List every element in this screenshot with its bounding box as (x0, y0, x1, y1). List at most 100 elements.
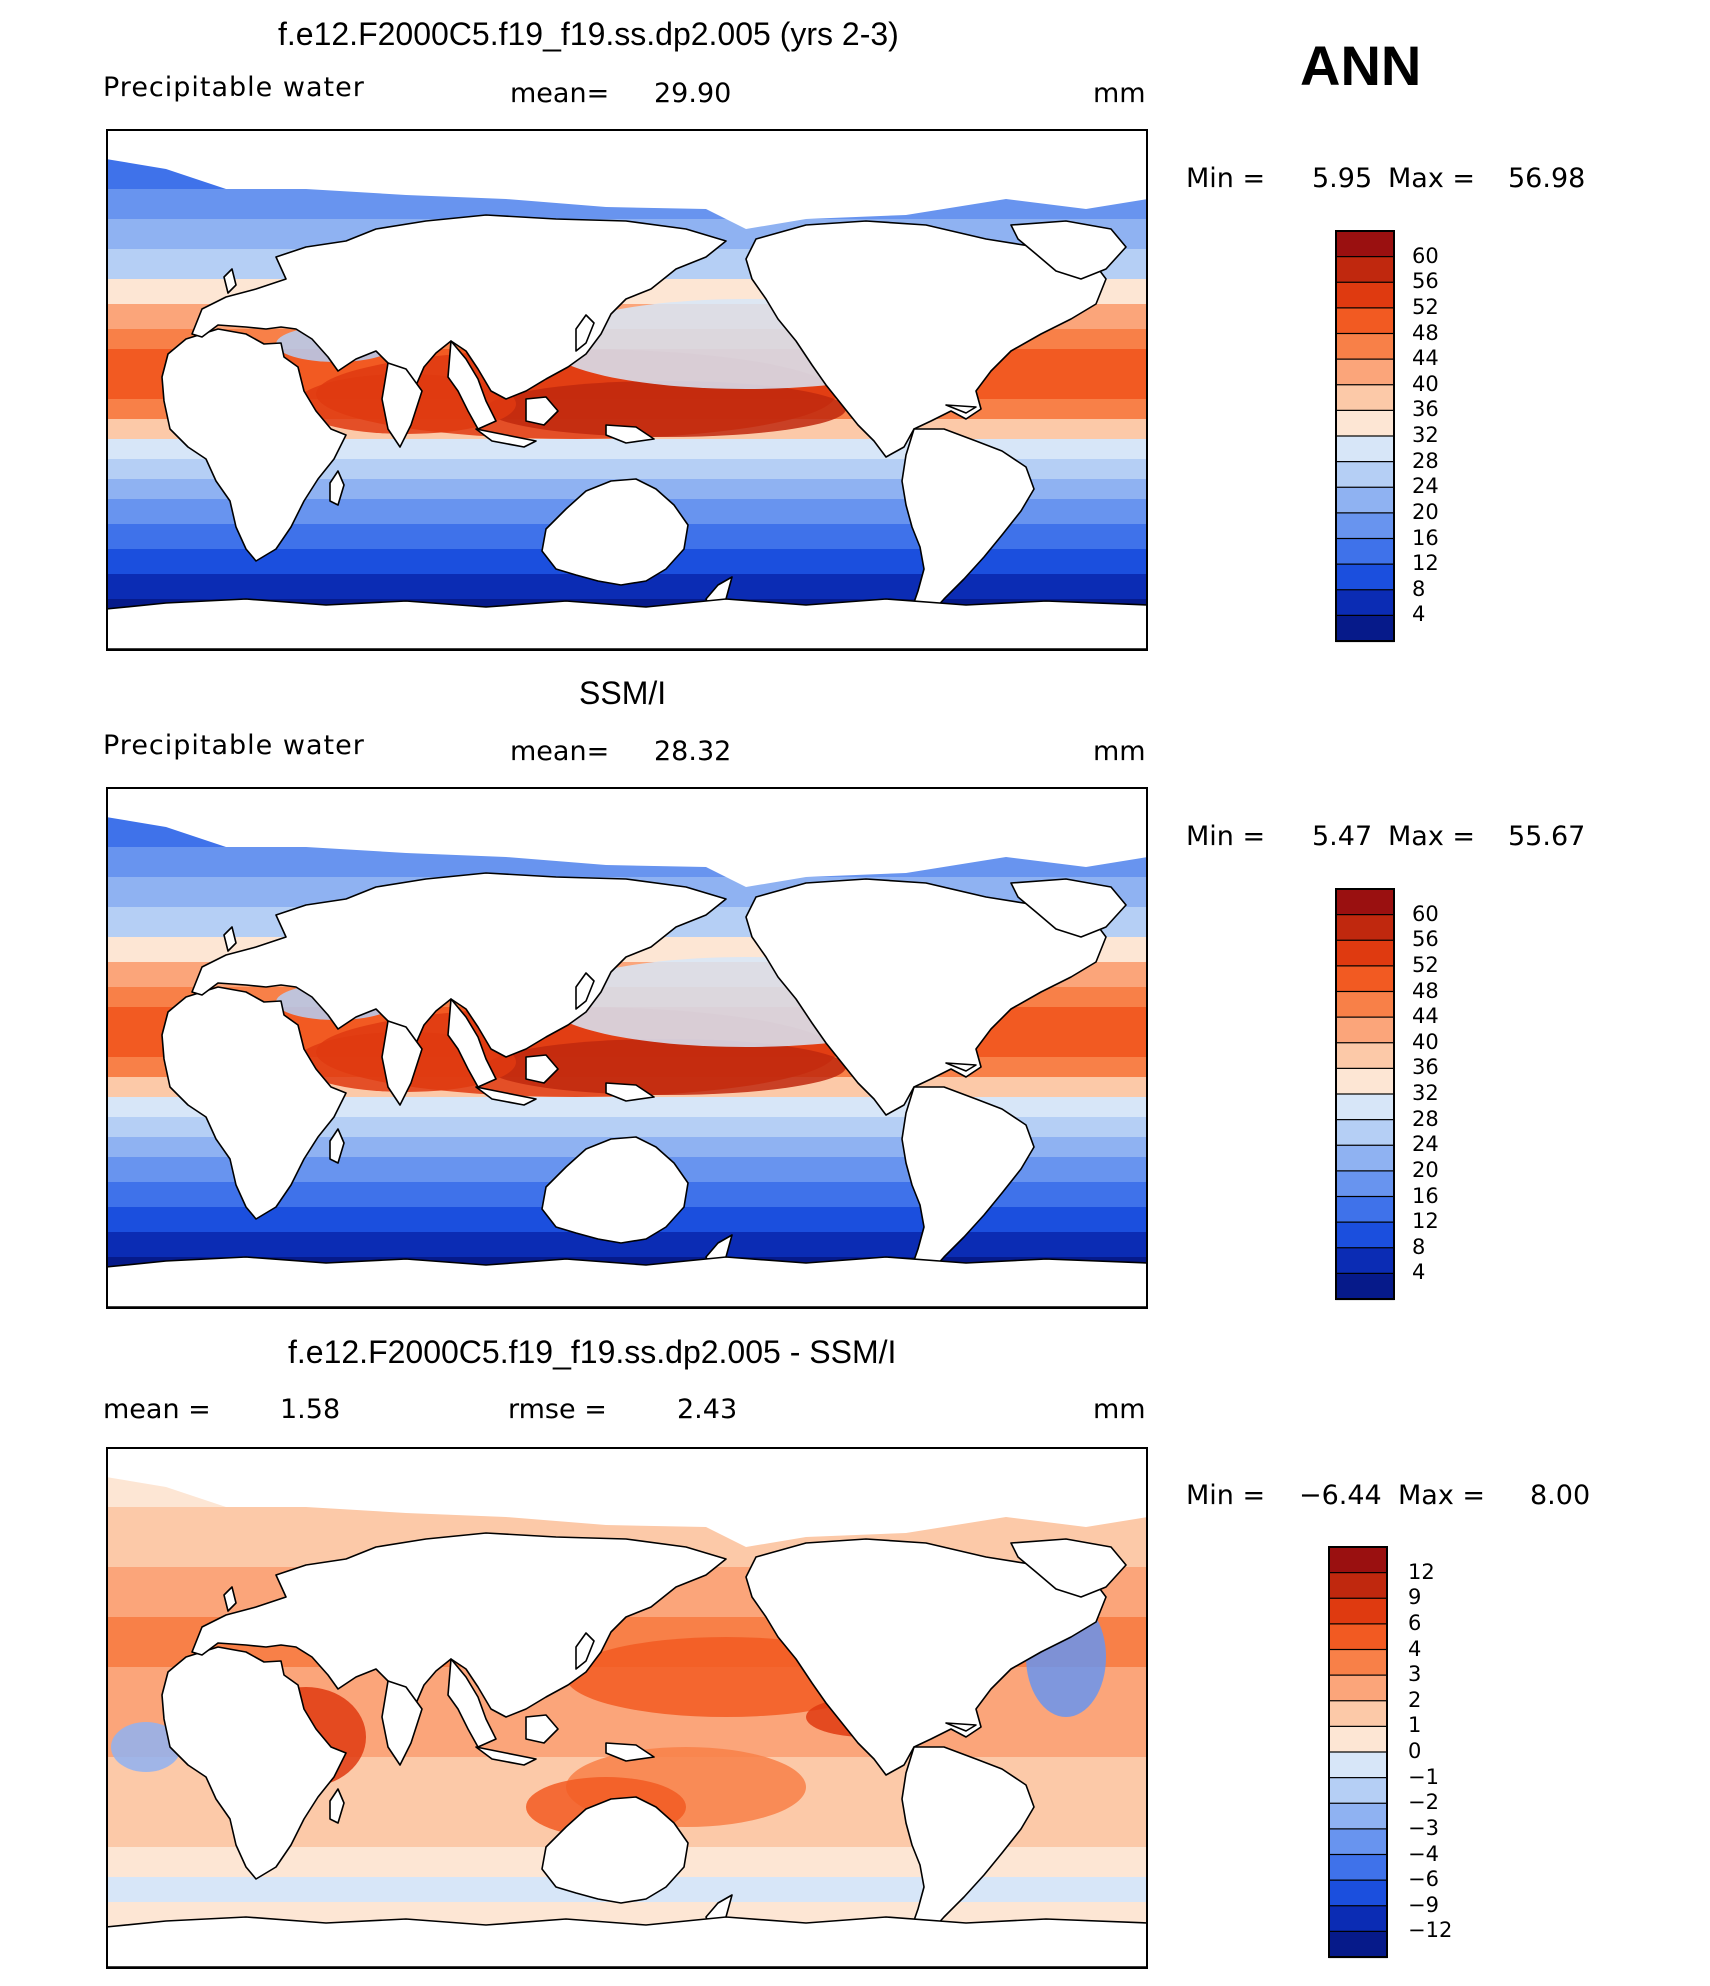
panel-1-mean-value: 29.90 (654, 78, 732, 109)
colorbar-tick-label: 12 (1412, 1209, 1439, 1234)
colorbar-swatch (1335, 512, 1395, 540)
colorbar-tick-label: 48 (1412, 320, 1439, 345)
land-greenland (1010, 1538, 1127, 1598)
colorbar-tick-label: 20 (1412, 499, 1439, 524)
colorbar-swatch (1335, 435, 1395, 463)
land-uk (223, 268, 237, 294)
colorbar-swatch (1335, 990, 1395, 1019)
land-samerica (901, 428, 1035, 620)
colorbar-swatch (1335, 1067, 1395, 1096)
land-indonesia1 (475, 428, 537, 448)
panel-3-mean-label: mean = (103, 1394, 211, 1425)
panel-2-max-value: 55.67 (1508, 821, 1586, 852)
colorbar-swatch (1328, 1725, 1388, 1754)
colorbar-swatch (1335, 281, 1395, 309)
panel-2-mean-label: mean= (510, 736, 610, 767)
colorbar-swatch (1335, 939, 1395, 967)
colorbar-swatch (1335, 888, 1395, 916)
colorbar-swatch (1335, 332, 1395, 361)
land-japan (575, 314, 595, 352)
contour-band (106, 1117, 1148, 1138)
colorbar-tick-label: 24 (1412, 1132, 1439, 1157)
panel-2-min-label: Min = (1186, 821, 1266, 852)
arctic-mask (106, 787, 1148, 887)
land-uk (223, 926, 237, 952)
contour-region (486, 1039, 846, 1095)
colorbar-tick-label: 32 (1412, 423, 1439, 447)
colorbar-swatch (1328, 1597, 1388, 1625)
colorbar-swatch (1335, 563, 1395, 591)
panel-1-units: mm (1093, 78, 1146, 109)
colorbar-swatch (1328, 1572, 1388, 1600)
land-outlines (106, 214, 1148, 650)
panel-1-variable-label: Precipitable water (103, 72, 365, 103)
colorbar-tick-label: 52 (1412, 952, 1439, 977)
colorbar-tick-label: 3 (1408, 1662, 1422, 1687)
panel-3-units: mm (1093, 1394, 1146, 1425)
panel-1-min-label: Min = (1186, 163, 1266, 194)
land-greenland (1010, 878, 1127, 938)
panel-1-min-value: 5.95 (1312, 163, 1373, 194)
colorbar-frame (1335, 888, 1395, 1300)
colorbar-tick-label: −4 (1408, 1841, 1439, 1866)
land-borneo (525, 1054, 559, 1084)
colorbar-swatch (1328, 1905, 1388, 1933)
land-antarctica (106, 1916, 1148, 1968)
season-label: ANN (1300, 34, 1422, 97)
land-greenland (1010, 220, 1127, 280)
panel-2-title: SSM/I (579, 675, 667, 711)
colorbar-tick-label: 12 (1412, 551, 1439, 576)
colorbar-swatch (1328, 1623, 1388, 1651)
colorbar-swatch (1335, 1042, 1395, 1070)
panel-2-variable-label: Precipitable water (103, 730, 365, 761)
colorbar-swatch (1335, 486, 1395, 514)
colorbar-tick-label: 12 (1408, 1559, 1435, 1584)
land-africa (161, 328, 347, 562)
land-indonesia1 (475, 1746, 537, 1766)
land-australia (541, 1136, 689, 1244)
panel-3-min-label: Min = (1186, 1480, 1266, 1511)
land-eurasia (191, 872, 727, 1058)
colorbar-swatch (1335, 256, 1395, 284)
colorbar-tick-label: 60 (1412, 901, 1439, 926)
colorbar-tick-label: 4 (1412, 1260, 1426, 1285)
colorbar-tick-label: 8 (1412, 1234, 1426, 1259)
colorbar-tick-label: 28 (1412, 448, 1439, 473)
colorbar-swatch (1328, 1802, 1388, 1830)
colorbar-tick-label: 56 (1412, 269, 1439, 294)
land-madagascar (329, 470, 345, 506)
colorbar-tick-label: 4 (1408, 1636, 1422, 1661)
land-africa (161, 1646, 347, 1880)
colorbar-swatch (1335, 537, 1395, 566)
land-australia (541, 1796, 689, 1904)
panel-1-colorbar (1335, 230, 1395, 643)
land-outlines (106, 1532, 1148, 1968)
panel-3-rmse-label: rmse = (508, 1394, 607, 1425)
land-cuba (945, 1722, 977, 1732)
land-newguinea (605, 424, 655, 444)
colorbar-swatch (1335, 589, 1395, 617)
map-frame (106, 787, 1148, 1309)
panel-3-min-value: −6.44 (1299, 1480, 1382, 1511)
colorbar-frame (1335, 230, 1395, 642)
land-indonesia1 (475, 1086, 537, 1106)
colorbar-swatch (1335, 1221, 1395, 1249)
land-outlines (106, 872, 1148, 1308)
colorbar-tick-label: −9 (1408, 1892, 1439, 1917)
colorbar-tick-label: 16 (1412, 525, 1439, 550)
land-newguinea (605, 1742, 655, 1762)
colorbar-tick-label: 40 (1412, 1029, 1439, 1054)
land-samerica (901, 1746, 1035, 1938)
colorbar-swatch (1335, 384, 1395, 412)
colorbar-swatch (1335, 1272, 1395, 1301)
colorbar-tick-label: 40 (1412, 371, 1439, 396)
colorbar-swatch (1335, 914, 1395, 942)
panel-1-title: f.e12.F2000C5.f19_f19.ss.dp2.005 (yrs 2-… (278, 16, 899, 52)
colorbar-tick-label: −6 (1408, 1867, 1439, 1892)
colorbar-swatch (1335, 614, 1395, 643)
land-madagascar (329, 1788, 345, 1824)
land-india (381, 1020, 423, 1106)
colorbar-tick-label: 60 (1412, 243, 1439, 268)
land-japan (575, 1632, 595, 1670)
colorbar-tick-label: 1 (1408, 1713, 1422, 1738)
